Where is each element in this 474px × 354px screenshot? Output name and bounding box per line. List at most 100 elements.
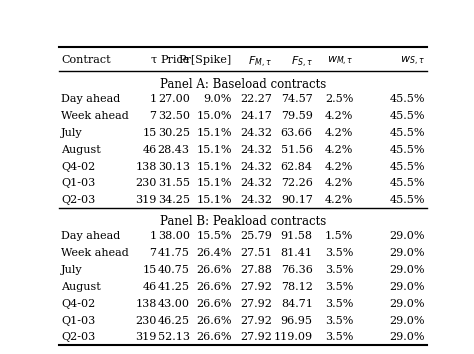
Text: 3.5%: 3.5% — [325, 299, 353, 309]
Text: 24.17: 24.17 — [240, 111, 272, 121]
Text: 46.25: 46.25 — [158, 315, 190, 326]
Text: Day ahead: Day ahead — [61, 231, 120, 241]
Text: 62.84: 62.84 — [281, 161, 313, 172]
Text: 230: 230 — [135, 315, 156, 326]
Text: 51.56: 51.56 — [281, 145, 313, 155]
Text: 24.32: 24.32 — [240, 178, 272, 188]
Text: 15.1%: 15.1% — [196, 161, 232, 172]
Text: 1: 1 — [149, 231, 156, 241]
Text: 29.0%: 29.0% — [389, 332, 425, 342]
Text: Q4-02: Q4-02 — [61, 161, 95, 172]
Text: 4.2%: 4.2% — [325, 178, 353, 188]
Text: 29.0%: 29.0% — [389, 299, 425, 309]
Text: 27.92: 27.92 — [240, 299, 272, 309]
Text: Price: Price — [160, 55, 190, 65]
Text: 38.00: 38.00 — [158, 231, 190, 241]
Text: 27.88: 27.88 — [240, 265, 272, 275]
Text: 78.12: 78.12 — [281, 282, 313, 292]
Text: 27.00: 27.00 — [158, 94, 190, 104]
Text: 30.13: 30.13 — [158, 161, 190, 172]
Text: 7: 7 — [150, 248, 156, 258]
Text: 15.1%: 15.1% — [196, 128, 232, 138]
Text: 30.25: 30.25 — [158, 128, 190, 138]
Text: 96.95: 96.95 — [281, 315, 313, 326]
Text: 28.43: 28.43 — [158, 145, 190, 155]
Text: Pr[Spike]: Pr[Spike] — [179, 55, 232, 65]
Text: Q2-03: Q2-03 — [61, 332, 95, 342]
Text: 26.6%: 26.6% — [196, 265, 232, 275]
Text: 45.5%: 45.5% — [389, 94, 425, 104]
Text: τ: τ — [150, 55, 156, 65]
Text: 3.5%: 3.5% — [325, 315, 353, 326]
Text: Q2-03: Q2-03 — [61, 195, 95, 205]
Text: 4.2%: 4.2% — [325, 128, 353, 138]
Text: 15: 15 — [142, 265, 156, 275]
Text: July: July — [61, 128, 82, 138]
Text: 27.51: 27.51 — [240, 248, 272, 258]
Text: Day ahead: Day ahead — [61, 94, 120, 104]
Text: Panel A: Baseload contracts: Panel A: Baseload contracts — [160, 78, 326, 91]
Text: 29.0%: 29.0% — [389, 265, 425, 275]
Text: 79.59: 79.59 — [281, 111, 313, 121]
Text: Week ahead: Week ahead — [61, 111, 129, 121]
Text: 22.27: 22.27 — [240, 94, 272, 104]
Text: 91.58: 91.58 — [281, 231, 313, 241]
Text: 26.6%: 26.6% — [196, 315, 232, 326]
Text: 230: 230 — [135, 178, 156, 188]
Text: 27.92: 27.92 — [240, 282, 272, 292]
Text: 15.1%: 15.1% — [196, 145, 232, 155]
Text: 84.71: 84.71 — [281, 299, 313, 309]
Text: 29.0%: 29.0% — [389, 231, 425, 241]
Text: 4.2%: 4.2% — [325, 111, 353, 121]
Text: $w_{S,\tau}$: $w_{S,\tau}$ — [400, 55, 425, 68]
Text: 319: 319 — [135, 332, 156, 342]
Text: July: July — [61, 265, 82, 275]
Text: 45.5%: 45.5% — [389, 195, 425, 205]
Text: 29.0%: 29.0% — [389, 315, 425, 326]
Text: 15.1%: 15.1% — [196, 178, 232, 188]
Text: 45.5%: 45.5% — [389, 145, 425, 155]
Text: 4.2%: 4.2% — [325, 161, 353, 172]
Text: 24.32: 24.32 — [240, 128, 272, 138]
Text: 45.5%: 45.5% — [389, 128, 425, 138]
Text: Contract: Contract — [61, 55, 111, 65]
Text: 26.6%: 26.6% — [196, 282, 232, 292]
Text: 138: 138 — [135, 161, 156, 172]
Text: 81.41: 81.41 — [281, 248, 313, 258]
Text: $w_{M,\tau}$: $w_{M,\tau}$ — [327, 55, 353, 68]
Text: 3.5%: 3.5% — [325, 265, 353, 275]
Text: 52.13: 52.13 — [158, 332, 190, 342]
Text: 72.26: 72.26 — [281, 178, 313, 188]
Text: 27.92: 27.92 — [240, 315, 272, 326]
Text: 40.75: 40.75 — [158, 265, 190, 275]
Text: Q1-03: Q1-03 — [61, 315, 95, 326]
Text: 26.4%: 26.4% — [196, 248, 232, 258]
Text: 27.92: 27.92 — [240, 332, 272, 342]
Text: 41.75: 41.75 — [158, 248, 190, 258]
Text: 45.5%: 45.5% — [389, 161, 425, 172]
Text: 1: 1 — [149, 94, 156, 104]
Text: 90.17: 90.17 — [281, 195, 313, 205]
Text: 24.32: 24.32 — [240, 161, 272, 172]
Text: 319: 319 — [135, 195, 156, 205]
Text: 24.32: 24.32 — [240, 195, 272, 205]
Text: 1.5%: 1.5% — [325, 231, 353, 241]
Text: 119.09: 119.09 — [273, 332, 313, 342]
Text: August: August — [61, 145, 101, 155]
Text: 4.2%: 4.2% — [325, 145, 353, 155]
Text: $F_{M,\tau}$: $F_{M,\tau}$ — [248, 55, 272, 70]
Text: 25.79: 25.79 — [240, 231, 272, 241]
Text: Q4-02: Q4-02 — [61, 299, 95, 309]
Text: 32.50: 32.50 — [158, 111, 190, 121]
Text: 74.57: 74.57 — [281, 94, 313, 104]
Text: 15.1%: 15.1% — [196, 195, 232, 205]
Text: $F_{S,\tau}$: $F_{S,\tau}$ — [291, 55, 313, 70]
Text: 24.32: 24.32 — [240, 145, 272, 155]
Text: 46: 46 — [142, 145, 156, 155]
Text: 4.2%: 4.2% — [325, 195, 353, 205]
Text: August: August — [61, 282, 101, 292]
Text: 138: 138 — [135, 299, 156, 309]
Text: 15.5%: 15.5% — [196, 231, 232, 241]
Text: 26.6%: 26.6% — [196, 299, 232, 309]
Text: Panel B: Peakload contracts: Panel B: Peakload contracts — [160, 215, 326, 228]
